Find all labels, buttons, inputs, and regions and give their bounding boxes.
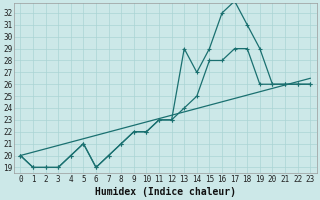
- X-axis label: Humidex (Indice chaleur): Humidex (Indice chaleur): [95, 186, 236, 197]
